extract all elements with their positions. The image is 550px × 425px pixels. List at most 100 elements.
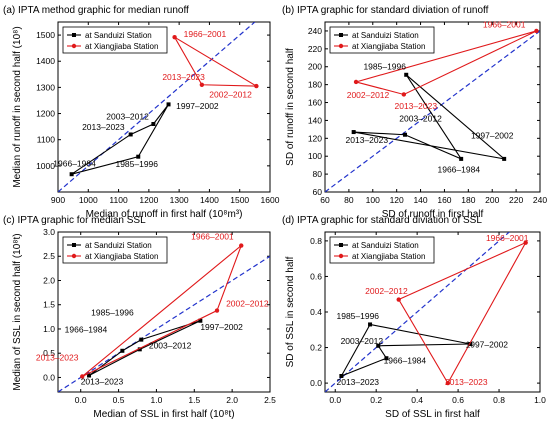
y-tick-label: 200 xyxy=(308,62,322,72)
x-tick-label: 120 xyxy=(390,195,404,205)
x-tick-label: 1100 xyxy=(109,195,128,205)
plot-frame xyxy=(57,231,271,393)
point-sanduizi xyxy=(151,122,156,126)
x-axis-label: SD of runoff in first half xyxy=(382,209,484,220)
point-sanduizi xyxy=(376,343,381,348)
y-tick-label: 180 xyxy=(308,80,322,90)
period-label: 2002–2012 xyxy=(226,299,269,309)
point-sanduizi xyxy=(468,342,473,346)
y-tick-label: 0.0 xyxy=(310,378,322,388)
point-xiangjiaba xyxy=(199,82,205,87)
period-label: 2003–2012 xyxy=(149,340,192,350)
panel-c: (c) IPTA graphic for median SSL 0.0 0.5 1.0… xyxy=(3,215,276,420)
x-tick-label: 0.5 xyxy=(113,395,125,405)
series-line-xiangjiaba xyxy=(81,243,243,377)
y-tick-label: 1.0 xyxy=(43,324,55,334)
y-tick-label: 160 xyxy=(308,98,322,108)
x-tick-label: 100 xyxy=(366,195,380,205)
point-xiangjiaba xyxy=(80,374,85,379)
point-sanduizi xyxy=(87,373,92,378)
x-tick-label: 1200 xyxy=(139,195,158,205)
x-tick-label: 1300 xyxy=(170,195,189,205)
point-sanduizi xyxy=(128,132,133,137)
series-line-xiangjiaba xyxy=(353,30,537,96)
period-label: 1966–2001 xyxy=(184,29,227,39)
series-line-sanduizi xyxy=(71,104,170,175)
x-tick-label: 0.6 xyxy=(452,395,464,405)
y-axis-label: SD of SSL in second half xyxy=(285,256,296,367)
y-tick-label: 1300 xyxy=(36,82,55,92)
period-label: 1985–1996 xyxy=(363,61,406,71)
y-axis-label: Median of SSL in second half (10⁸t) xyxy=(12,233,23,390)
series-line-xiangjiaba xyxy=(397,241,527,385)
series-line-xiangjiaba xyxy=(173,35,259,87)
point-sanduizi xyxy=(120,348,125,353)
x-tick-label: 1400 xyxy=(200,195,219,205)
period-label: 1966–1984 xyxy=(53,158,96,168)
x-tick-label: 160 xyxy=(437,195,451,205)
period-label: 1966–1984 xyxy=(438,164,481,174)
x-tick-label: 80 xyxy=(344,195,354,205)
point-sanduizi xyxy=(137,347,142,352)
x-tick-label: 140 xyxy=(413,195,427,205)
legend-entry: at Xiangjiaba Station xyxy=(352,252,425,261)
period-label: 2013–2023 xyxy=(445,377,488,387)
x-tick-label: 0.2 xyxy=(370,395,382,405)
point-xiangjiaba xyxy=(172,34,177,40)
one-to-one-line xyxy=(58,255,270,392)
x-tick-label: 200 xyxy=(485,195,499,205)
y-tick-label: 0.2 xyxy=(310,343,322,353)
x-tick-label: 0.0 xyxy=(75,395,87,405)
period-label: 2003–2012 xyxy=(106,111,149,121)
x-tick-label: 240 xyxy=(533,195,547,205)
legend-marker xyxy=(338,253,344,259)
period-label: 2002–2012 xyxy=(365,286,408,296)
y-tick-label: 1100 xyxy=(37,135,56,145)
point-xiangjiaba xyxy=(214,308,220,313)
point-sanduizi xyxy=(136,154,141,159)
panel-title: (a) IPTA method graphic for median runof… xyxy=(3,5,189,16)
y-tick-label: 2.5 xyxy=(43,251,55,261)
y-tick-label: 1.5 xyxy=(43,300,55,310)
y-tick-label: 80 xyxy=(313,169,323,179)
y-tick-label: 1400 xyxy=(36,56,55,66)
x-tick-label: 0.0 xyxy=(329,395,341,405)
one-to-one-line xyxy=(325,232,510,392)
point-xiangjiaba xyxy=(353,79,359,85)
period-label: 1985–1996 xyxy=(91,307,134,317)
panel-a: (a) IPTA method graphic for median runof… xyxy=(3,5,280,220)
x-tick-label: 60 xyxy=(320,195,330,205)
period-label: 1985–1996 xyxy=(115,159,158,169)
point-sanduizi xyxy=(403,132,408,137)
y-tick-label: 1500 xyxy=(36,30,55,40)
panel-b: (b) IPTA graphic for standard diviation … xyxy=(282,5,547,220)
point-xiangjiaba xyxy=(396,297,401,302)
y-tick-label: 60 xyxy=(313,187,323,197)
y-tick-label: 100 xyxy=(308,151,322,161)
x-axis-label: Median of SSL in first half (10⁸t) xyxy=(93,409,234,420)
legend-entry: at Sanduizi Station xyxy=(85,31,152,40)
legend-entry: at Sanduizi Station xyxy=(85,241,152,250)
one-to-one-line xyxy=(325,30,540,192)
period-label: 1997–2002 xyxy=(176,101,219,111)
point-xiangjiaba xyxy=(401,92,407,97)
period-label: 2013–2023 xyxy=(336,377,379,387)
panel-title: (d) IPTA graphic for standard diviation … xyxy=(282,215,482,226)
legend-entry: at Xiangjiaba Station xyxy=(85,252,158,261)
y-tick-label: 140 xyxy=(308,115,322,125)
period-label: 1997–2002 xyxy=(471,130,514,140)
x-axis-label: Median of runoff in first half (10⁸m³) xyxy=(86,209,243,220)
panel-d: (d) IPTA graphic for standard diviation … xyxy=(282,215,546,420)
period-label: 2003–2012 xyxy=(399,113,442,123)
x-tick-label: 2.5 xyxy=(264,395,276,405)
x-tick-label: 1.5 xyxy=(188,395,200,405)
legend-marker xyxy=(339,33,343,37)
plot-frame xyxy=(57,21,271,193)
y-axis-label: SD of runoff in second half xyxy=(285,48,296,166)
point-sanduizi xyxy=(459,156,464,161)
x-tick-label: 180 xyxy=(461,195,475,205)
x-tick-label: 0.4 xyxy=(411,395,423,405)
period-label: 2013–2023 xyxy=(82,122,125,132)
y-axis-label: Median of runoff in second half (10⁸) xyxy=(12,26,23,187)
